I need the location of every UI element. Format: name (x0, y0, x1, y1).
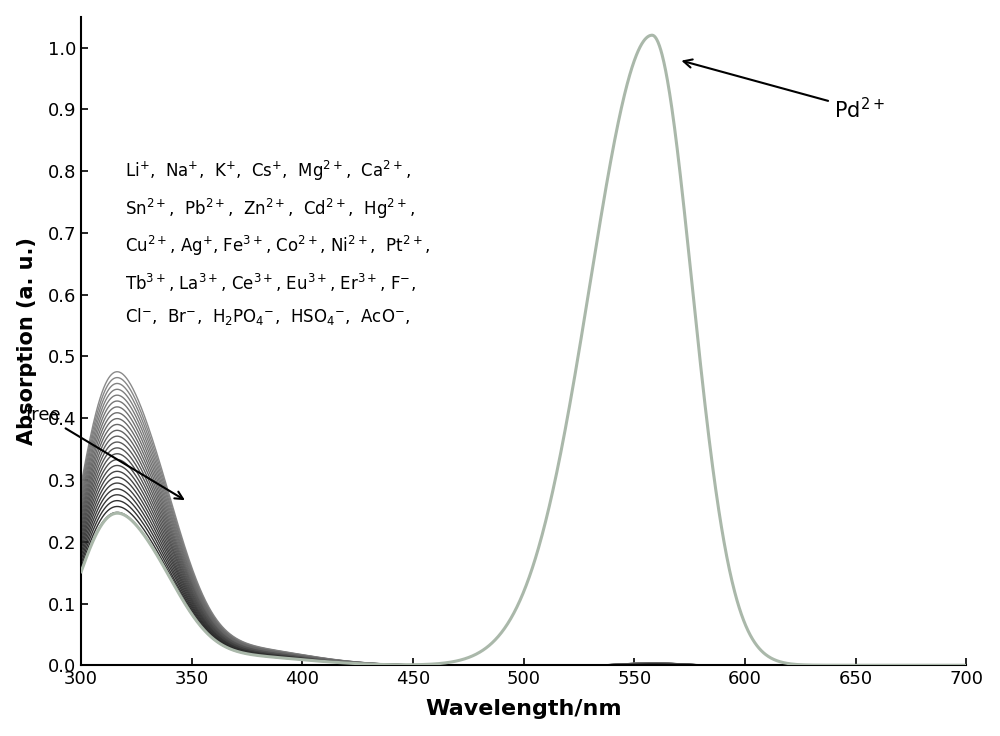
Text: Pd$^{2+}$: Pd$^{2+}$ (684, 60, 884, 122)
Text: free: free (26, 406, 183, 499)
X-axis label: Wavelength/nm: Wavelength/nm (425, 699, 622, 719)
Y-axis label: Absorption (a. u.): Absorption (a. u.) (17, 237, 37, 445)
Text: Li$^{+}$,  Na$^{+}$,  K$^{+}$,  Cs$^{+}$,  Mg$^{2+}$,  Ca$^{2+}$,
Sn$^{2+}$,  Pb: Li$^{+}$, Na$^{+}$, K$^{+}$, Cs$^{+}$, M… (125, 159, 431, 327)
